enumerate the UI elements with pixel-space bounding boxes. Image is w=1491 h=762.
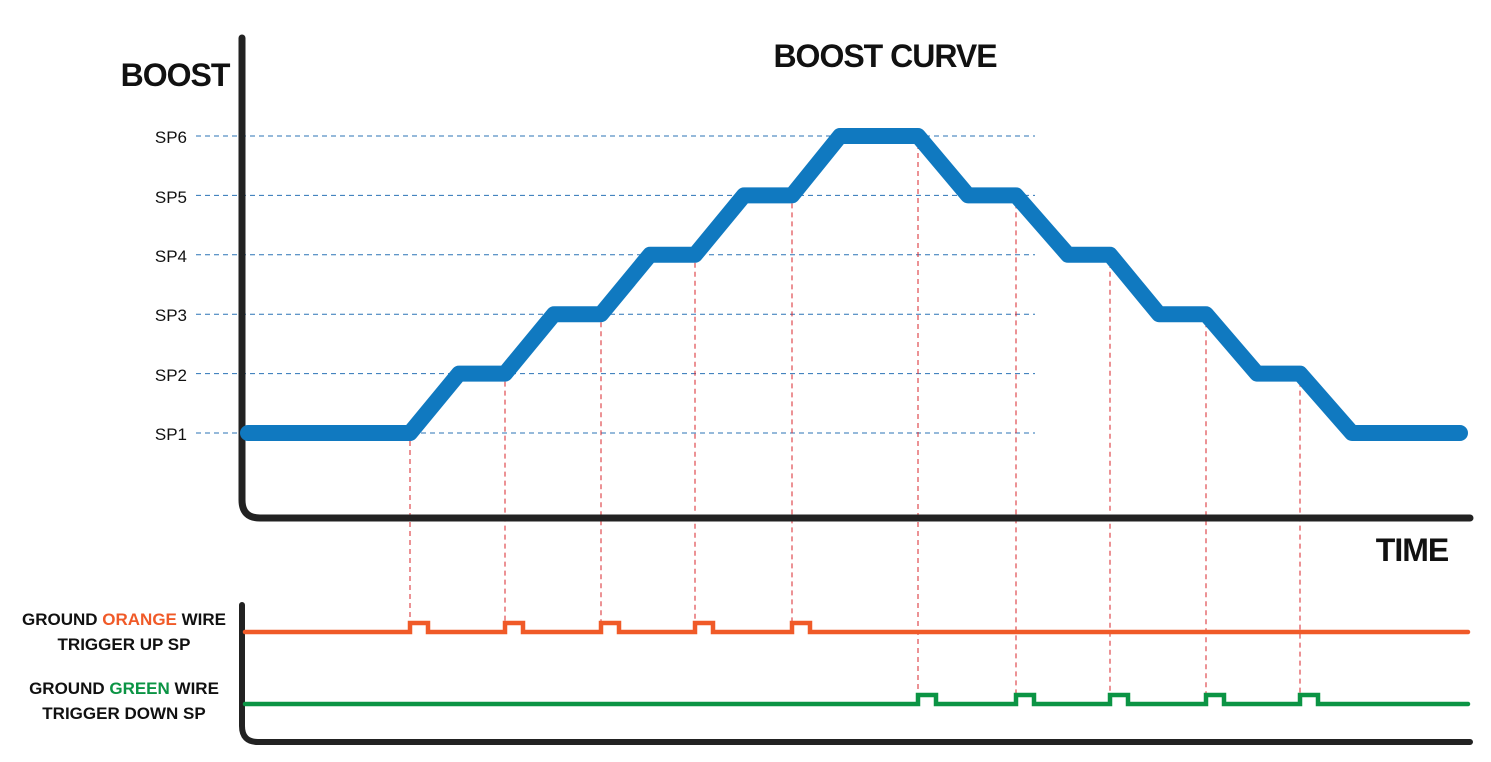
setpoint-label: SP5 xyxy=(155,188,187,207)
green-word: GREEN xyxy=(109,679,169,698)
green-wire-signal xyxy=(242,692,1471,707)
setpoint-label: SP6 xyxy=(155,128,187,147)
green-wire-label-suffix: WIRE xyxy=(170,679,219,698)
setpoint-label: SP1 xyxy=(155,425,187,444)
boost-axes xyxy=(238,34,1474,522)
setpoint-labels: SP1 SP2 SP3 SP4 SP5 SP6 xyxy=(155,128,187,444)
green-wire-label-line2: TRIGGER DOWN SP xyxy=(42,704,205,723)
svg-text:GROUND ORANGE WIRE: GROUND ORANGE WIRE xyxy=(22,610,226,629)
setpoint-label: SP2 xyxy=(155,366,187,385)
orange-wire-label-prefix: GROUND xyxy=(22,610,102,629)
orange-word: ORANGE xyxy=(102,610,177,629)
y-axis-title: BOOST xyxy=(121,57,231,93)
orange-wire-signal xyxy=(242,620,1471,635)
green-wire-label-prefix: GROUND xyxy=(29,679,109,698)
orange-wire-label-line2: TRIGGER UP SP xyxy=(58,635,191,654)
green-wire-label: GROUND GREEN WIRE TRIGGER DOWN SP xyxy=(29,679,219,723)
orange-wire-label: GROUND ORANGE WIRE TRIGGER UP SP xyxy=(22,610,226,654)
setpoint-label: SP4 xyxy=(155,247,187,266)
boost-curve-line xyxy=(240,128,1468,441)
svg-text:GROUND GREEN WIRE: GROUND GREEN WIRE xyxy=(29,679,219,698)
trigger-axes xyxy=(239,602,1473,745)
setpoint-label: SP3 xyxy=(155,306,187,325)
trigger-guides xyxy=(409,144,1301,695)
orange-wire-label-suffix: WIRE xyxy=(177,610,226,629)
x-axis-title: TIME xyxy=(1376,532,1449,568)
chart-title: BOOST CURVE xyxy=(773,38,997,74)
